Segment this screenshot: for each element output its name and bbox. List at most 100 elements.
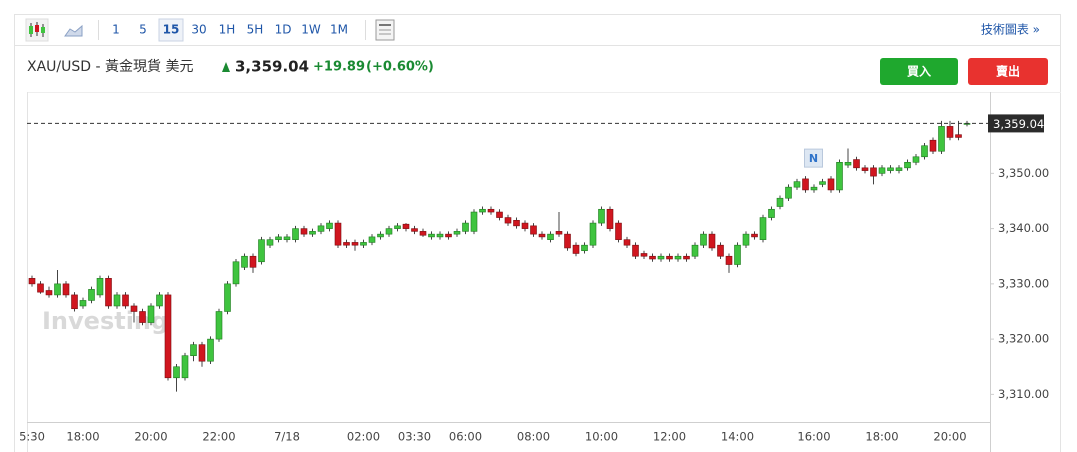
candle-icon[interactable] bbox=[25, 18, 49, 42]
candle-body bbox=[496, 211, 503, 218]
candle-body bbox=[105, 278, 112, 307]
candle-body bbox=[844, 162, 852, 166]
x-tick-label: 20:00 bbox=[933, 430, 966, 444]
candle-body bbox=[802, 178, 809, 191]
candle-body bbox=[241, 255, 248, 268]
settings-icon[interactable] bbox=[375, 19, 395, 41]
candle-body bbox=[88, 289, 95, 301]
interval[interactable]: 5H bbox=[247, 23, 264, 37]
up-arrow bbox=[222, 62, 230, 72]
button-bg bbox=[880, 58, 958, 85]
candle-body bbox=[402, 223, 410, 229]
candle-body bbox=[283, 236, 291, 240]
interval[interactable]: 1H bbox=[219, 23, 236, 37]
candle-body bbox=[666, 255, 673, 260]
x-tick-label: 14:00 bbox=[721, 430, 754, 444]
x-tick-label: 10:00 bbox=[585, 430, 618, 444]
candle-body bbox=[428, 233, 435, 238]
candle-body bbox=[776, 197, 784, 207]
line-icon[interactable] bbox=[64, 24, 83, 37]
candle-body bbox=[751, 233, 758, 238]
interval[interactable]: 1M bbox=[330, 23, 348, 37]
candle-body bbox=[479, 208, 486, 213]
candle-body bbox=[79, 300, 87, 307]
plot: 3,310.00 3,320.00 3,330.00 3,340.00 3,350.00… bbox=[19, 114, 1049, 444]
candle-body bbox=[453, 231, 461, 235]
candle-body bbox=[785, 186, 792, 199]
change-percent: (+0.60%) bbox=[366, 60, 434, 75]
icon-part bbox=[41, 27, 45, 33]
buy-button[interactable]: 買入 bbox=[880, 58, 958, 85]
interval[interactable]: 15 bbox=[163, 23, 180, 37]
candle-body bbox=[691, 244, 699, 257]
x-tick-label: 18:00 bbox=[865, 430, 898, 444]
candle-body bbox=[793, 181, 801, 188]
candle-body bbox=[895, 167, 903, 171]
candle-body bbox=[700, 233, 707, 246]
candle-body bbox=[317, 225, 325, 232]
interval[interactable]: 30 bbox=[191, 23, 206, 37]
interval[interactable]: 1W bbox=[301, 23, 321, 37]
candle-body bbox=[419, 231, 427, 236]
widget-frame bbox=[14, 14, 1061, 452]
candle-body bbox=[181, 355, 189, 379]
candle-body bbox=[538, 233, 546, 238]
interval[interactable]: 1D bbox=[275, 23, 292, 37]
symbol: XAU/USD - 黃金現貨 美元 bbox=[27, 58, 193, 75]
candle-body bbox=[921, 145, 928, 158]
candle-body bbox=[487, 208, 495, 213]
candle-body bbox=[547, 233, 554, 240]
technical-chart-link[interactable]: 技術圖表 » bbox=[981, 23, 1040, 37]
interval[interactable]: 1 bbox=[112, 23, 120, 37]
candle-body bbox=[62, 283, 70, 296]
y-tick-label: 3,350.00 bbox=[998, 166, 1049, 180]
x-tick-label: 16:00 bbox=[797, 430, 830, 444]
candle-body bbox=[513, 220, 520, 227]
candle-body bbox=[215, 311, 223, 340]
y-tick-label: 3,320.00 bbox=[998, 332, 1049, 346]
candle-body bbox=[615, 222, 622, 240]
news-marker-label: N bbox=[809, 152, 818, 165]
candle-body bbox=[232, 261, 240, 285]
candle-body bbox=[343, 242, 350, 246]
candle-body bbox=[258, 239, 265, 263]
candle-body bbox=[411, 228, 418, 232]
candle-body bbox=[28, 278, 36, 285]
candle-body bbox=[54, 283, 61, 296]
candle-body bbox=[334, 222, 342, 246]
candle-body bbox=[904, 162, 911, 169]
candle-body bbox=[768, 208, 775, 218]
active-interval-box bbox=[158, 18, 184, 42]
candle-body bbox=[266, 239, 274, 246]
candle-body bbox=[581, 244, 588, 252]
candle-body bbox=[674, 255, 682, 260]
candle-body bbox=[139, 311, 146, 323]
candle-body bbox=[887, 167, 894, 171]
candle-body bbox=[530, 225, 537, 235]
candle-body bbox=[122, 294, 129, 307]
candle-body bbox=[683, 255, 690, 260]
candle-body bbox=[946, 126, 954, 138]
candle-body bbox=[717, 244, 724, 257]
y-tick-label: 3,340.00 bbox=[998, 221, 1049, 235]
candle-body bbox=[300, 228, 308, 235]
price: 3,359.04 bbox=[235, 58, 309, 76]
candle-body bbox=[462, 222, 469, 232]
x-tick-label: 08:00 bbox=[517, 430, 550, 444]
sell-button[interactable]: 賣出 bbox=[968, 58, 1048, 85]
watermark: Investing bbox=[42, 307, 168, 335]
y-tick-label: 3,310.00 bbox=[998, 387, 1049, 401]
candle-body bbox=[589, 222, 597, 246]
x-tick-label: 22:00 bbox=[202, 430, 235, 444]
candle-body bbox=[521, 222, 529, 229]
candle-body bbox=[436, 233, 444, 238]
candle-body bbox=[190, 344, 197, 356]
x-tick-label: 5:30 bbox=[19, 430, 45, 444]
news-marker[interactable] bbox=[804, 148, 823, 168]
last-price-box bbox=[988, 114, 1044, 133]
candle-body bbox=[309, 231, 316, 235]
button-label: 買入 bbox=[907, 65, 931, 79]
candle-body bbox=[819, 181, 826, 185]
interval[interactable]: 5 bbox=[139, 23, 147, 37]
